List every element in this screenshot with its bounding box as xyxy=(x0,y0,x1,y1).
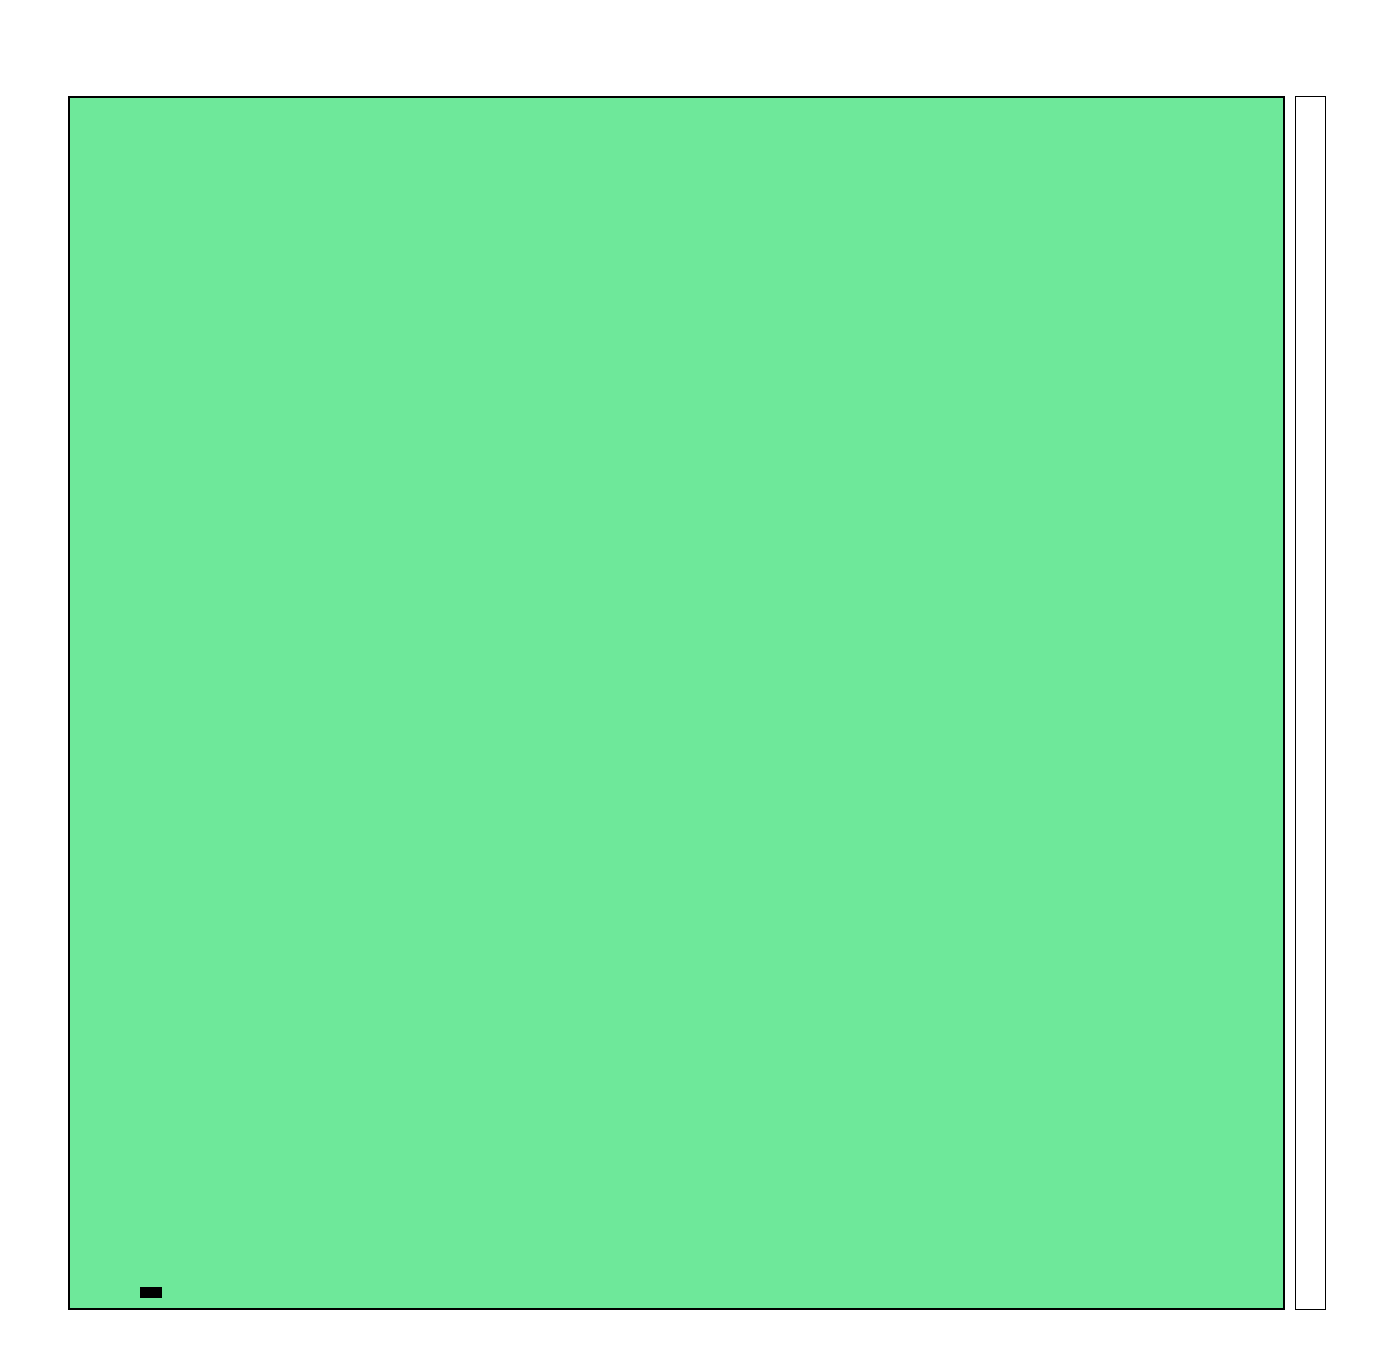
satellite-image-plot[interactable] xyxy=(68,96,1285,1310)
copyright-banner xyxy=(140,1287,162,1298)
colorbar[interactable] xyxy=(1295,96,1326,1310)
colorbar-gradient xyxy=(1296,97,1325,1309)
satellite-imagery-canvas xyxy=(70,98,1283,1308)
